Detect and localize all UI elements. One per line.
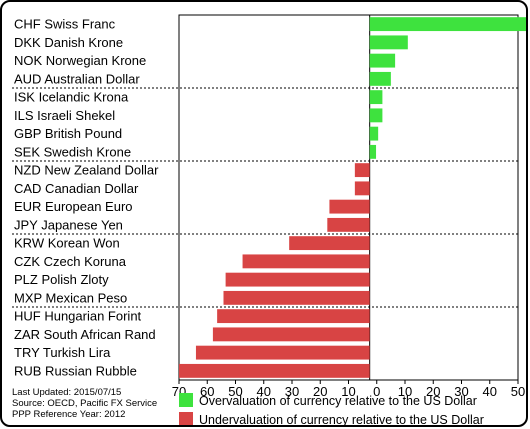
x-tick-label: 30	[454, 384, 468, 399]
plot-area	[12, 14, 526, 381]
category-label: ILS Israeli Shekel	[14, 108, 115, 123]
bar	[327, 217, 370, 232]
bar	[223, 290, 370, 305]
x-tick-label: 40	[483, 384, 497, 399]
category-label: KRW Korean Won	[14, 236, 120, 251]
category-label: NOK Norwegian Krone	[14, 53, 146, 68]
ppp-reference-text: PPP Reference Year: 2012	[12, 409, 126, 420]
category-label: SEK Swedish Krone	[14, 144, 131, 159]
bar	[289, 236, 370, 251]
category-label: NZD New Zealand Dollar	[14, 163, 159, 178]
category-label: EUR European Euro	[14, 199, 133, 214]
bar	[217, 309, 370, 324]
category-label: TRY Turkish Lira	[14, 345, 111, 360]
category-label: CAD Canadian Dollar	[14, 181, 139, 196]
category-label: AUD Australian Dollar	[14, 71, 140, 86]
bar	[242, 254, 370, 269]
x-tick-label: 30	[285, 384, 299, 399]
category-labels: CHF Swiss Franc DKK Danish Krone NOK Norwe…	[14, 17, 159, 379]
x-tick-label: 10	[341, 384, 355, 399]
category-label: DKK Danish Krone	[14, 35, 123, 50]
category-label: PLZ Polish Zloty	[14, 272, 109, 287]
x-tick-label: 10	[398, 384, 412, 399]
category-label: GBP British Pound	[14, 126, 122, 141]
bar	[369, 71, 391, 86]
category-label: RUB Russian Rubble	[14, 363, 137, 378]
category-label: ISK Icelandic Krona	[14, 90, 129, 105]
x-tick-label: 60	[200, 384, 214, 399]
bar	[369, 108, 383, 123]
bar	[354, 163, 370, 178]
x-tick-label: 20	[426, 384, 440, 399]
plot-border	[178, 14, 519, 381]
bar	[369, 35, 408, 50]
legend-label: Undervaluation of currency relative to t…	[199, 413, 484, 427]
x-tick-label: 0	[373, 384, 380, 399]
bar	[195, 345, 370, 360]
category-label: JPY Japanese Yen	[14, 217, 123, 232]
source-text: Source: OECD, Pacific FX Service	[12, 398, 158, 409]
x-axis-ticks: 70 60 50 40 30 20 10 0 10 20 30 40 50	[172, 380, 525, 399]
bar	[329, 199, 370, 214]
bar	[369, 90, 383, 105]
legend-label: Overvaluation of currency relative to th…	[199, 394, 477, 408]
bar	[369, 17, 526, 32]
bar	[369, 144, 377, 159]
bar	[212, 327, 370, 342]
category-label: CZK Czech Koruna	[14, 254, 127, 269]
bar	[225, 272, 370, 287]
last-updated-text: Last Updated: 2015/07/15	[12, 387, 122, 398]
footer-notes: Last Updated: 2015/07/15 Source: OECD, P…	[12, 387, 157, 420]
category-label: MXP Mexican Peso	[14, 290, 127, 305]
legend: Overvaluation of currency relative to th…	[179, 393, 484, 427]
bar	[354, 181, 370, 196]
legend-swatch	[179, 412, 193, 425]
legend-swatch	[179, 393, 193, 407]
x-tick-label: 40	[257, 384, 271, 399]
category-label: HUF Hungarian Forint	[14, 309, 142, 324]
category-label: CHF Swiss Franc	[14, 17, 116, 32]
bar	[179, 363, 370, 378]
x-tick-label: 50	[511, 384, 525, 399]
bar	[369, 53, 396, 68]
category-label: ZAR South African Rand	[14, 327, 156, 342]
bar	[369, 126, 379, 141]
x-tick-label: 50	[228, 384, 242, 399]
x-tick-label: 20	[313, 384, 327, 399]
